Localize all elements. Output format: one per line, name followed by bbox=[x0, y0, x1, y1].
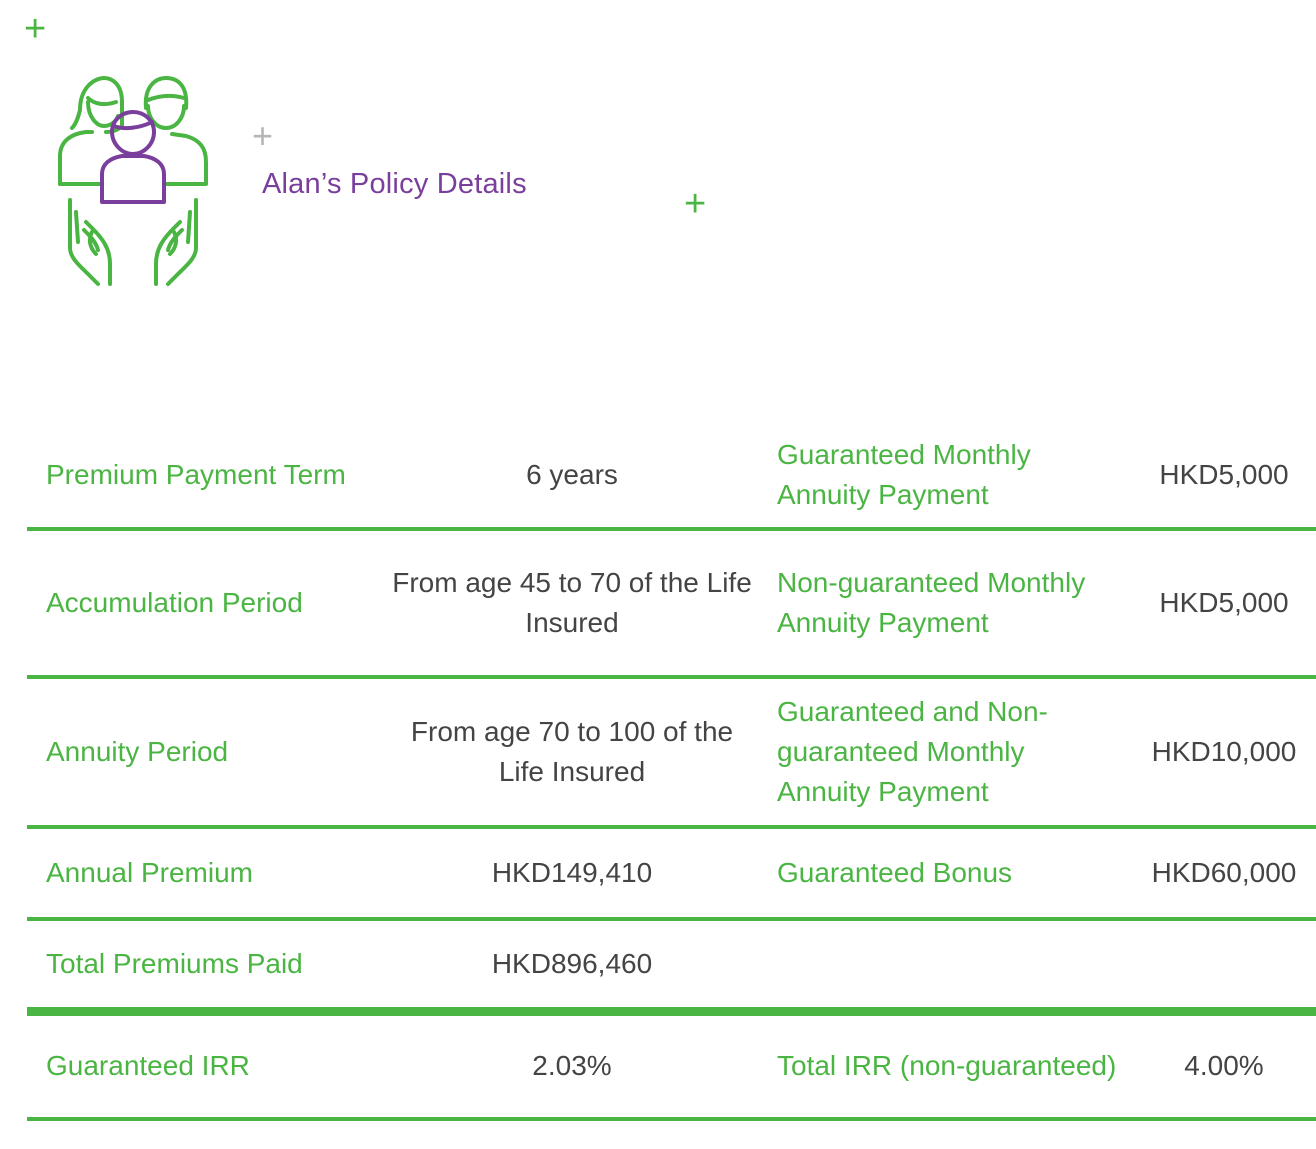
non-guaranteed-monthly-annuity-value: HKD5,000 bbox=[1159, 587, 1289, 618]
page-title: Alan’s Policy Details bbox=[262, 168, 527, 200]
total-monthly-annuity-value: HKD10,000 bbox=[1151, 736, 1297, 767]
annuity-period-label: Annuity Period bbox=[46, 736, 229, 767]
empty-label-cell bbox=[755, 919, 1124, 1011]
accumulation-period-value: From age 45 to 70 of the Life Insured bbox=[392, 567, 752, 638]
guaranteed-irr-label: Guaranteed IRR bbox=[46, 1050, 250, 1082]
total-premiums-paid-label: Total Premiums Paid bbox=[46, 947, 303, 979]
guaranteed-monthly-annuity-label: Guaranteed Monthly Annuity Payment bbox=[777, 439, 1031, 510]
guaranteed-bonus-label: Guaranteed Bonus bbox=[777, 857, 1013, 888]
family-protection-icon bbox=[58, 76, 208, 286]
plus-decoration-icon: + bbox=[684, 183, 707, 225]
table-row: Guaranteed IRR 2.03% Total IRR (non-guar… bbox=[27, 1011, 1316, 1119]
table-row: Accumulation Period From age 45 to 70 of… bbox=[27, 529, 1316, 677]
plus-decoration-icon: + bbox=[24, 8, 47, 50]
table-row: Annuity Period From age 70 to 100 of the… bbox=[27, 677, 1316, 827]
total-irr-value: 4.00% bbox=[1184, 1050, 1264, 1082]
empty-value-cell bbox=[1124, 919, 1316, 1011]
policy-details-table: Premium Payment Term 6 years Guaranteed … bbox=[27, 423, 1316, 1121]
guaranteed-irr-value: 2.03% bbox=[532, 1050, 612, 1082]
table-row: Annual Premium HKD149,410 Guaranteed Bon… bbox=[27, 827, 1316, 919]
premium-payment-term-value: 6 years bbox=[526, 459, 618, 490]
annuity-period-value: From age 70 to 100 of the Life Insured bbox=[410, 716, 734, 787]
table-row: Total Premiums Paid HKD896,460 bbox=[27, 919, 1316, 1011]
accumulation-period-label: Accumulation Period bbox=[46, 587, 303, 618]
total-premiums-paid-value: HKD896,460 bbox=[491, 947, 653, 979]
non-guaranteed-monthly-annuity-label: Non-guaranteed Monthly Annuity Payment bbox=[777, 567, 1086, 638]
plus-decoration-icon: + bbox=[252, 115, 274, 156]
table-row: Premium Payment Term 6 years Guaranteed … bbox=[27, 423, 1316, 529]
total-irr-label: Total IRR (non-guaranteed) bbox=[777, 1050, 1117, 1082]
guaranteed-bonus-value: HKD60,000 bbox=[1151, 857, 1297, 888]
premium-payment-term-label: Premium Payment Term bbox=[46, 459, 346, 490]
guaranteed-monthly-annuity-value: HKD5,000 bbox=[1159, 459, 1289, 490]
total-monthly-annuity-label: Guaranteed and Non-guaranteed Monthly An… bbox=[777, 696, 1048, 807]
annual-premium-value: HKD149,410 bbox=[491, 857, 653, 888]
annual-premium-label: Annual Premium bbox=[46, 857, 253, 888]
